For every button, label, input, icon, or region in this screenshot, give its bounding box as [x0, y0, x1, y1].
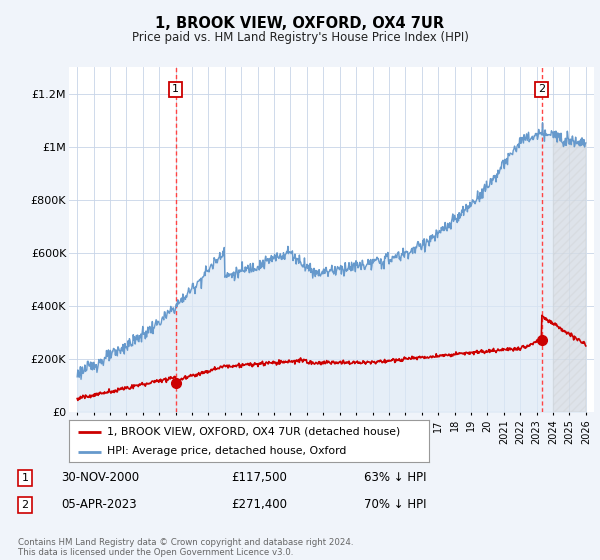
- Text: Contains HM Land Registry data © Crown copyright and database right 2024.
This d: Contains HM Land Registry data © Crown c…: [18, 538, 353, 557]
- Text: £117,500: £117,500: [231, 471, 287, 484]
- Text: 30-NOV-2000: 30-NOV-2000: [61, 471, 139, 484]
- Text: 1: 1: [22, 473, 28, 483]
- Text: 1, BROOK VIEW, OXFORD, OX4 7UR: 1, BROOK VIEW, OXFORD, OX4 7UR: [155, 16, 445, 31]
- Text: 1: 1: [172, 85, 179, 95]
- Text: 1, BROOK VIEW, OXFORD, OX4 7UR (detached house): 1, BROOK VIEW, OXFORD, OX4 7UR (detached…: [107, 427, 400, 437]
- Text: 2: 2: [22, 500, 28, 510]
- Text: Price paid vs. HM Land Registry's House Price Index (HPI): Price paid vs. HM Land Registry's House …: [131, 31, 469, 44]
- Text: £271,400: £271,400: [231, 498, 287, 511]
- Text: 70% ↓ HPI: 70% ↓ HPI: [364, 498, 426, 511]
- Text: 63% ↓ HPI: 63% ↓ HPI: [364, 471, 426, 484]
- Text: 2: 2: [538, 85, 545, 95]
- Text: HPI: Average price, detached house, Oxford: HPI: Average price, detached house, Oxfo…: [107, 446, 346, 456]
- Text: 05-APR-2023: 05-APR-2023: [61, 498, 137, 511]
